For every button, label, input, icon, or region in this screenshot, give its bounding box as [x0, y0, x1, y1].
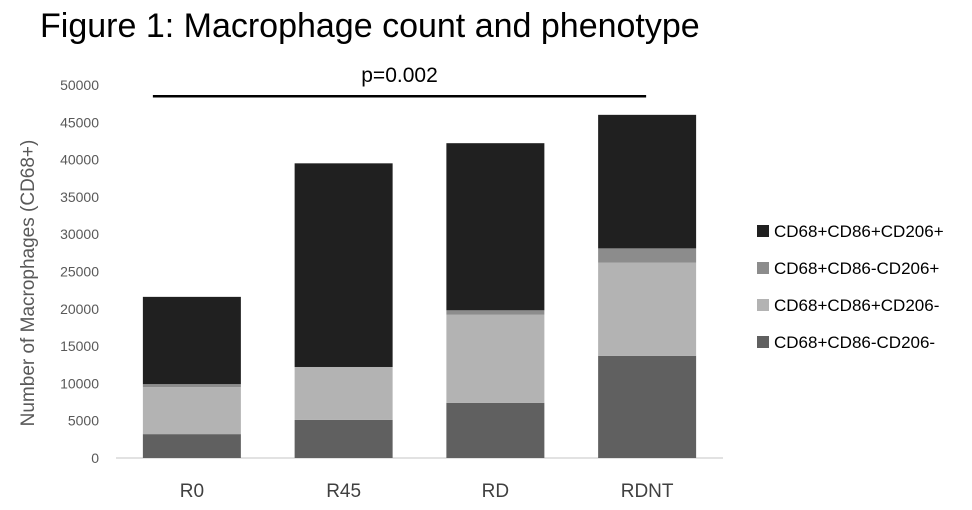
legend-swatch [757, 336, 769, 348]
y-tick-label: 40000 [60, 152, 99, 168]
y-tick-label: 35000 [60, 189, 99, 205]
y-tick-label: 5000 [68, 413, 99, 429]
x-tick-label: RDNT [621, 481, 674, 502]
legend-label: CD68+CD86-CD206- [774, 333, 935, 352]
p-value-label: p=0.002 [361, 64, 438, 87]
legend-label: CD68+CD86+CD206+ [774, 222, 944, 241]
y-tick-label: 50000 [60, 77, 99, 93]
bar-segment [598, 114, 697, 249]
y-tick-label: 25000 [60, 264, 99, 280]
bar-segment [142, 296, 241, 385]
bars [142, 114, 697, 458]
bar-segment [446, 143, 545, 311]
bar-segment [142, 387, 241, 435]
bar-segment [294, 419, 393, 458]
x-tick-label: RD [482, 481, 509, 502]
bar-segment [446, 402, 545, 458]
bar-segment [446, 314, 545, 403]
y-axis-ticks: 0 5000 10000 15000 20000 25000 30000 35000 40000… [60, 77, 99, 466]
legend-label: CD68+CD86-CD206+ [774, 259, 939, 278]
y-tick-label: 0 [91, 450, 99, 466]
bar-segment [142, 434, 241, 458]
bar-segment [598, 262, 697, 356]
legend-swatch [757, 225, 769, 237]
figure-title: Figure 1: Macrophage count and phenotype [40, 7, 700, 45]
bar-segment [598, 248, 697, 263]
y-tick-label: 30000 [60, 226, 99, 242]
x-tick-label: R45 [326, 481, 361, 502]
bar-segment [446, 310, 545, 315]
bar-segment [294, 366, 393, 420]
bar-segment [598, 355, 697, 458]
legend-label: CD68+CD86+CD206- [774, 296, 939, 315]
x-tick-label: R0 [180, 481, 204, 502]
legend: CD68+CD86+CD206+ CD68+CD86-CD206+ CD68+CD8… [757, 222, 944, 352]
y-axis-title: Number of Macrophages (CD68+) [18, 140, 39, 427]
bar-segment [142, 384, 241, 388]
bar-segment [294, 163, 393, 367]
legend-swatch [757, 299, 769, 311]
y-tick-label: 15000 [60, 338, 99, 354]
legend-swatch [757, 262, 769, 274]
x-axis-ticks: R0 R45 RD RDNT [180, 481, 674, 502]
y-tick-label: 10000 [60, 375, 99, 391]
y-tick-label: 20000 [60, 301, 99, 317]
y-tick-label: 45000 [60, 114, 99, 130]
significance-annotation: p=0.002 [152, 64, 647, 98]
